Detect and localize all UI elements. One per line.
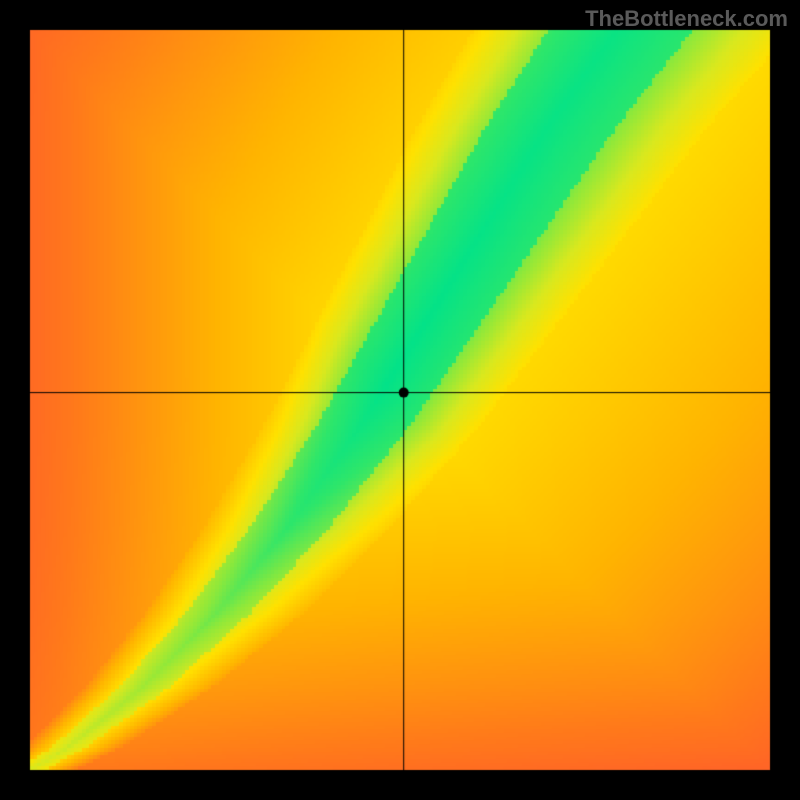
bottleneck-heatmap-canvas <box>0 0 800 800</box>
watermark-text: TheBottleneck.com <box>585 6 788 32</box>
chart-container: TheBottleneck.com <box>0 0 800 800</box>
